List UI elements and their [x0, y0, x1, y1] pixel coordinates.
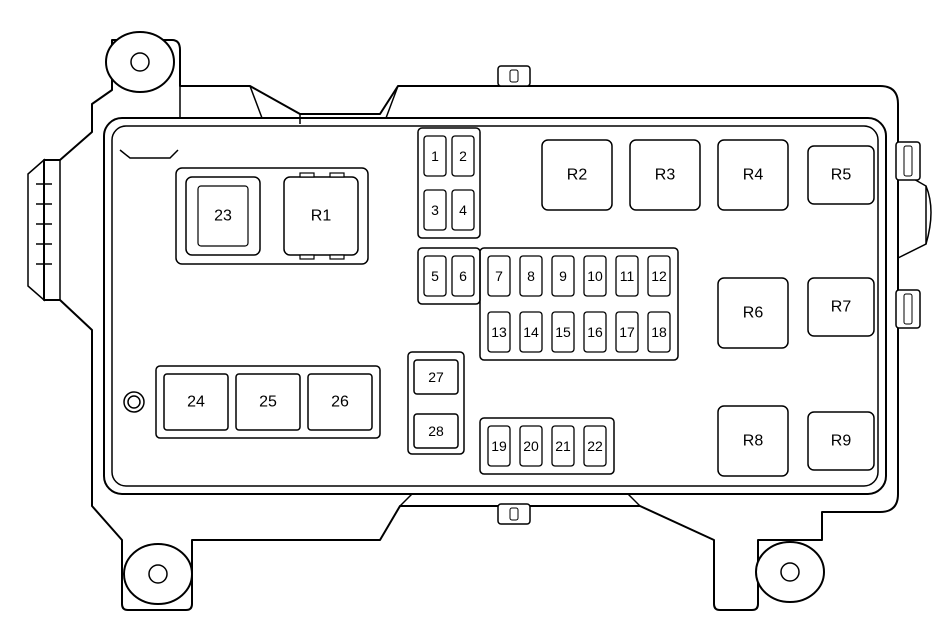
mount-ear-2 — [756, 542, 824, 602]
fuse-9: 9 — [552, 256, 574, 296]
fuse-3: 3 — [424, 190, 446, 230]
cartridge-24: 24 — [164, 374, 228, 430]
fuse-21-label: 21 — [555, 438, 571, 454]
relay-r8-label: R8 — [743, 433, 764, 450]
clip-tab-1 — [498, 504, 530, 524]
fuse-10: 10 — [584, 256, 606, 296]
relay-r6: R6 — [718, 278, 788, 348]
fuse-6-label: 6 — [459, 268, 467, 284]
fuse-3-label: 3 — [431, 202, 439, 218]
bolt-hole — [124, 392, 144, 412]
block-23: 23 — [186, 177, 260, 255]
cartridge-26: 26 — [308, 374, 372, 430]
cartridge-fuses: 24 25 26 — [164, 374, 372, 430]
left-connector — [28, 160, 60, 300]
fuse-18: 18 — [648, 312, 670, 352]
r1-tab-0 — [300, 173, 314, 177]
relay-r4-label: R4 — [743, 167, 764, 184]
fuse-16: 16 — [584, 312, 606, 352]
fuse-22: 22 — [584, 426, 606, 466]
fuse-15-label: 15 — [555, 324, 571, 340]
fuse-19-label: 19 — [491, 438, 507, 454]
fuse-14-label: 14 — [523, 324, 539, 340]
right-connector — [898, 170, 931, 258]
relay-r2-label: R2 — [567, 167, 588, 184]
cartridge-24-label: 24 — [187, 394, 205, 411]
mini-fuses-top: 1 2 3 4 — [424, 136, 474, 230]
relay-r1: R1 — [284, 177, 358, 255]
relay-r7: R7 — [808, 278, 874, 336]
fuse-2: 2 — [452, 136, 474, 176]
fuse-9-label: 9 — [559, 268, 567, 284]
block-23-label: 23 — [214, 208, 232, 225]
fuse-21: 21 — [552, 426, 574, 466]
relay-r1-label: R1 — [311, 208, 332, 225]
fuse-12: 12 — [648, 256, 670, 296]
mini-fuses-row1: 5 6 7 8 9 10 11 12 — [424, 256, 670, 296]
relay-r8: R8 — [718, 406, 788, 476]
fuse-7: 7 — [488, 256, 510, 296]
fuse-14: 14 — [520, 312, 542, 352]
r1-tab-2 — [300, 255, 314, 259]
fuse-13-label: 13 — [491, 324, 507, 340]
fuse-19: 19 — [488, 426, 510, 466]
fuse-11: 11 — [616, 256, 638, 296]
relay-r2: R2 — [542, 140, 612, 210]
relay-r5-label: R5 — [831, 167, 852, 184]
fuse-11-label: 11 — [620, 268, 635, 284]
fuse-1-label: 1 — [431, 148, 439, 164]
relay-r4: R4 — [718, 140, 788, 210]
cartridge-25: 25 — [236, 374, 300, 430]
mini-fuses-row3: 19 20 21 22 — [488, 426, 606, 466]
clip-tab-0 — [498, 66, 530, 86]
relay-r5: R5 — [808, 146, 874, 204]
relay-r3-label: R3 — [655, 167, 676, 184]
fuse-7-label: 7 — [495, 268, 503, 284]
fuse-15: 15 — [552, 312, 574, 352]
relay-r9-label: R9 — [831, 433, 852, 450]
cartridge-25-label: 25 — [259, 394, 277, 411]
fuse-8-label: 8 — [527, 268, 535, 284]
clip-tab-2 — [896, 142, 920, 180]
fusebox-diagram: R1R2R3R4R5R6R7R8R9 23 1234 56789101112 1… — [0, 0, 950, 644]
relay-r6-label: R6 — [743, 305, 764, 322]
fuse-4: 4 — [452, 190, 474, 230]
fuse-18-label: 18 — [651, 324, 667, 340]
cartridge-26-label: 26 — [331, 394, 349, 411]
mini-fuses-row2: 13 14 15 16 17 18 — [488, 312, 670, 352]
block-23: 23 — [186, 177, 260, 255]
fuse-20: 20 — [520, 426, 542, 466]
mount-ear-0 — [106, 32, 174, 92]
fuse-28-label: 28 — [428, 423, 444, 439]
fuse-13: 13 — [488, 312, 510, 352]
fuse-27: 27 — [414, 360, 458, 394]
fuse-20-label: 20 — [523, 438, 539, 454]
fuse-22-label: 22 — [587, 438, 603, 454]
relay-r3: R3 — [630, 140, 700, 210]
fuse-27-label: 27 — [428, 369, 444, 385]
fuse-12-label: 12 — [651, 268, 667, 284]
fuse-1: 1 — [424, 136, 446, 176]
relay-r9: R9 — [808, 412, 874, 470]
fuse-5-label: 5 — [431, 268, 439, 284]
mount-ear-1 — [124, 544, 192, 604]
r1-tab-3 — [330, 255, 344, 259]
fuse-28: 28 — [414, 414, 458, 448]
clip-tab-3 — [896, 290, 920, 328]
fuse-4-label: 4 — [459, 202, 467, 218]
fuse-17: 17 — [616, 312, 638, 352]
small-fuses-col: 27 28 — [414, 360, 458, 448]
fuse-6: 6 — [452, 256, 474, 296]
fuse-8: 8 — [520, 256, 542, 296]
relay-r7-label: R7 — [831, 299, 852, 316]
fuse-17-label: 17 — [619, 324, 635, 340]
fuse-10-label: 10 — [587, 268, 603, 284]
r1-tab-1 — [330, 173, 344, 177]
fuse-2-label: 2 — [459, 148, 467, 164]
fuse-16-label: 16 — [587, 324, 603, 340]
fuse-5: 5 — [424, 256, 446, 296]
